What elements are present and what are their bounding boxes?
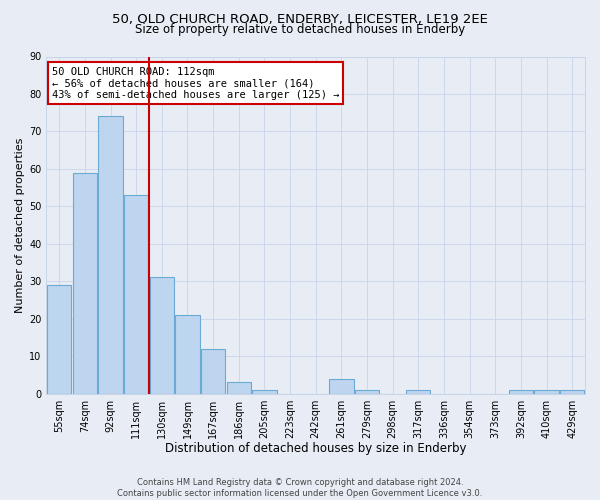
Bar (227, 382, 251, 394)
Bar (406, 390, 430, 394)
Bar (175, 315, 200, 394)
Bar (73, 172, 97, 394)
Bar (355, 390, 379, 394)
X-axis label: Distribution of detached houses by size in Enderby: Distribution of detached houses by size … (165, 442, 466, 455)
Bar (149, 278, 174, 394)
Bar (329, 378, 353, 394)
Bar (98, 116, 123, 394)
Y-axis label: Number of detached properties: Number of detached properties (15, 138, 25, 312)
Bar (47, 285, 71, 394)
Text: 50 OLD CHURCH ROAD: 112sqm
← 56% of detached houses are smaller (164)
43% of sem: 50 OLD CHURCH ROAD: 112sqm ← 56% of deta… (52, 66, 339, 100)
Text: Size of property relative to detached houses in Enderby: Size of property relative to detached ho… (135, 22, 465, 36)
Bar (560, 390, 584, 394)
Bar (252, 390, 277, 394)
Bar (509, 390, 533, 394)
Text: 50, OLD CHURCH ROAD, ENDERBY, LEICESTER, LE19 2EE: 50, OLD CHURCH ROAD, ENDERBY, LEICESTER,… (112, 12, 488, 26)
Bar (201, 348, 225, 394)
Bar (535, 390, 559, 394)
Bar (124, 195, 148, 394)
Text: Contains HM Land Registry data © Crown copyright and database right 2024.
Contai: Contains HM Land Registry data © Crown c… (118, 478, 482, 498)
